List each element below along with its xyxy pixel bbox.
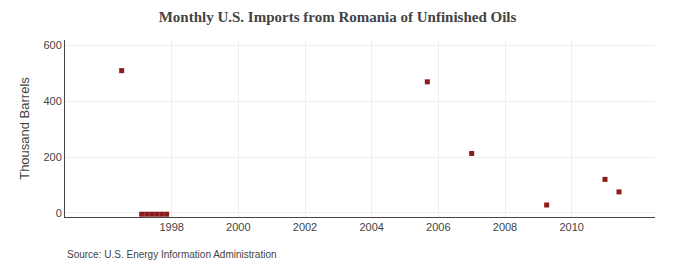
svg-text:1998: 1998 <box>159 221 183 233</box>
svg-text:0: 0 <box>56 207 62 219</box>
svg-text:2002: 2002 <box>293 221 317 233</box>
svg-text:Thousand Barrels: Thousand Barrels <box>17 77 32 180</box>
svg-text:200: 200 <box>43 151 61 163</box>
svg-text:2010: 2010 <box>559 221 583 233</box>
svg-text:Source: U.S. Energy Informatio: Source: U.S. Energy Information Administ… <box>67 249 277 260</box>
svg-text:Monthly U.S. Imports from Roma: Monthly U.S. Imports from Romania of Unf… <box>159 9 517 25</box>
svg-text:2004: 2004 <box>359 221 383 233</box>
svg-text:2006: 2006 <box>426 221 450 233</box>
svg-text:400: 400 <box>43 95 61 107</box>
svg-text:2008: 2008 <box>493 221 517 233</box>
svg-text:2000: 2000 <box>226 221 250 233</box>
svg-text:600: 600 <box>43 39 61 51</box>
